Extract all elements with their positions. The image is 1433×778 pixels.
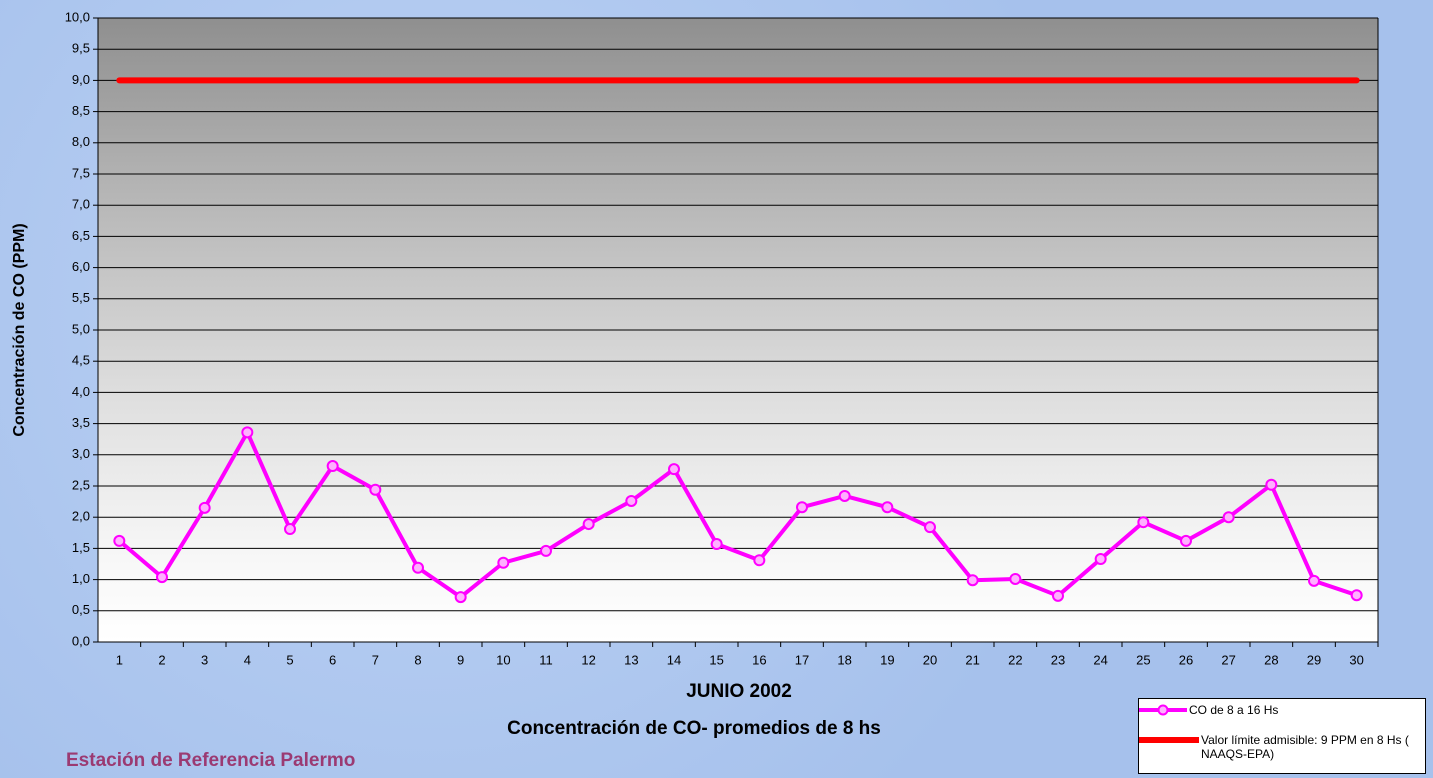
data-point xyxy=(584,519,594,529)
note: Estación de Referencia Palermo xyxy=(66,750,355,771)
data-point xyxy=(285,524,295,534)
x-tick-label: 18 xyxy=(837,652,851,667)
y-tick-label: 9,5 xyxy=(72,41,90,56)
x-tick-label: 29 xyxy=(1307,652,1321,667)
data-point xyxy=(328,461,338,471)
x-tick-label: 8 xyxy=(414,652,421,667)
y-tick-label: 5,5 xyxy=(72,290,90,305)
data-point xyxy=(1181,536,1191,546)
x-tick-label: 2 xyxy=(158,652,165,667)
x-tick-label: 28 xyxy=(1264,652,1278,667)
x-tick-label: 15 xyxy=(709,652,723,667)
x-tick-label: 6 xyxy=(329,652,336,667)
data-point xyxy=(840,491,850,501)
y-tick-label: 3,5 xyxy=(72,415,90,430)
legend-label: Valor límite admisible: 9 PPM en 8 Hs ( … xyxy=(1201,733,1411,761)
x-tick-label: 16 xyxy=(752,652,766,667)
x-tick-label: 24 xyxy=(1093,652,1107,667)
x-tick-label: 4 xyxy=(244,652,251,667)
x-tick-label: 5 xyxy=(286,652,293,667)
x-tick-label: 27 xyxy=(1221,652,1235,667)
data-point xyxy=(1138,517,1148,527)
y-tick-label: 1,0 xyxy=(72,571,90,586)
data-point xyxy=(712,539,722,549)
data-point xyxy=(242,427,252,437)
data-point xyxy=(669,464,679,474)
y-tick-label: 4,0 xyxy=(72,384,90,399)
data-point xyxy=(1010,574,1020,584)
x-tick-label: 10 xyxy=(496,652,510,667)
x-tick-label: 11 xyxy=(539,652,553,667)
subtitle: Concentración de CO- promedios de 8 hs xyxy=(507,718,881,739)
legend-swatch xyxy=(1139,703,1189,717)
data-point xyxy=(797,502,807,512)
data-point xyxy=(1266,480,1276,490)
data-point xyxy=(498,558,508,568)
x-tick-label: 13 xyxy=(624,652,638,667)
x-tick-label: 19 xyxy=(880,652,894,667)
data-point xyxy=(157,572,167,582)
x-tick-label: 21 xyxy=(965,652,979,667)
y-tick-label: 5,0 xyxy=(72,321,90,336)
x-tick-label: 9 xyxy=(457,652,464,667)
legend-label: CO de 8 a 16 Hs xyxy=(1189,703,1278,717)
x-tick-label: 14 xyxy=(667,652,681,667)
legend-item: CO de 8 a 16 Hs xyxy=(1139,703,1278,717)
y-tick-label: 8,5 xyxy=(72,103,90,118)
y-tick-label: 7,5 xyxy=(72,165,90,180)
y-tick-label: 4,5 xyxy=(72,353,90,368)
data-point xyxy=(1224,512,1234,522)
y-tick-label: 9,0 xyxy=(72,72,90,87)
y-tick-label: 7,0 xyxy=(72,197,90,212)
y-tick-label: 6,0 xyxy=(72,259,90,274)
x-tick-label: 22 xyxy=(1008,652,1022,667)
x-tick-label: 23 xyxy=(1051,652,1065,667)
x-axis-label: JUNIO 2002 xyxy=(686,681,792,702)
data-point xyxy=(1096,554,1106,564)
data-point xyxy=(413,563,423,573)
data-point xyxy=(456,592,466,602)
x-tick-label: 20 xyxy=(923,652,937,667)
chart: JUNIO 2002 Concentración de CO- promedio… xyxy=(0,0,1433,778)
data-point xyxy=(882,502,892,512)
x-tick-label: 30 xyxy=(1349,652,1363,667)
data-point xyxy=(1053,591,1063,601)
y-tick-label: 3,0 xyxy=(72,446,90,461)
data-point xyxy=(114,536,124,546)
y-tick-label: 1,5 xyxy=(72,540,90,555)
data-point xyxy=(925,522,935,532)
data-point xyxy=(754,555,764,565)
y-axis-label: Concentración de CO (PPM) xyxy=(11,223,28,436)
y-tick-label: 6,5 xyxy=(72,228,90,243)
data-point xyxy=(626,496,636,506)
data-point xyxy=(1309,576,1319,586)
x-tick-label: 7 xyxy=(372,652,379,667)
data-point xyxy=(200,503,210,513)
data-point xyxy=(1352,590,1362,600)
x-tick-label: 17 xyxy=(795,652,809,667)
y-tick-label: 0,5 xyxy=(72,602,90,617)
x-tick-label: 12 xyxy=(581,652,595,667)
page: {"chart_data": { "type": "line", "x_labe… xyxy=(0,0,1433,778)
data-point xyxy=(968,575,978,585)
y-tick-label: 8,0 xyxy=(72,134,90,149)
x-tick-label: 1 xyxy=(116,652,123,667)
data-point xyxy=(541,546,551,556)
x-tick-label: 3 xyxy=(201,652,208,667)
y-tick-label: 10,0 xyxy=(65,9,90,24)
legend-item: Valor límite admisible: 9 PPM en 8 Hs ( … xyxy=(1139,733,1411,761)
legend: CO de 8 a 16 Hs Valor límite admisible: … xyxy=(1138,698,1426,774)
x-tick-label: 26 xyxy=(1179,652,1193,667)
y-tick-label: 0,0 xyxy=(72,633,90,648)
x-tick-label: 25 xyxy=(1136,652,1150,667)
y-tick-label: 2,0 xyxy=(72,509,90,524)
y-tick-label: 2,5 xyxy=(72,477,90,492)
legend-swatch xyxy=(1139,733,1201,747)
data-point xyxy=(370,485,380,495)
